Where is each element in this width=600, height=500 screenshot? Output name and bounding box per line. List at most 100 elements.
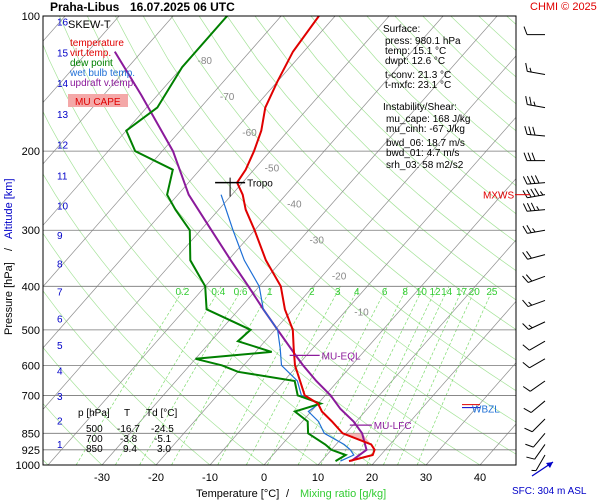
altitude-tick-label: 1 [57, 440, 63, 451]
legend-updraft: updraft v.temp. [70, 78, 136, 89]
legend-virt-temp: virt.temp. [70, 48, 111, 59]
x-tick-label: 20 [366, 472, 378, 484]
isotherm-label: -30 [309, 236, 324, 247]
tropopause-label: Tropo [247, 179, 273, 190]
isotherm-line [43, 16, 336, 349]
x-axis-label-sep: / [286, 488, 290, 500]
wind-barb-flag [522, 361, 530, 369]
isotherm-line [43, 16, 228, 226]
pressure-tick-label: 200 [22, 146, 40, 158]
wind-barb [522, 188, 546, 199]
wind-barb-flag [526, 456, 535, 460]
wind-barb-staff [527, 275, 546, 283]
isotherm-line [317, 239, 516, 465]
wind-barb [522, 340, 546, 351]
wind-barb-flag [525, 443, 534, 448]
wind-barb-flag [526, 251, 532, 259]
dry-adiabat [198, 16, 516, 331]
wind-barb-flag [526, 189, 532, 198]
wind-barb-staff [527, 194, 546, 199]
wind-barb [522, 380, 546, 392]
wind-barb-flag [522, 176, 528, 185]
wind-barb-flag [522, 252, 529, 260]
mixing-ratio-line [366, 286, 450, 465]
mxws-label: MXWS [483, 191, 514, 202]
isotherm-line [101, 16, 498, 465]
table-cell: 500 [86, 424, 103, 435]
mixing-ratio-label: 8 [402, 287, 408, 298]
wind-barb-flag [526, 225, 532, 233]
table-header-p: p [hPa] [78, 408, 110, 419]
credit-label: CHMI © 2025 [530, 1, 597, 13]
wind-barb [524, 126, 546, 137]
wind-barb-flag [526, 175, 532, 185]
wind-barb [523, 26, 545, 36]
x-axis-label-mix: Mixing ratio [g/kg] [300, 488, 386, 500]
isotherm-line [209, 116, 516, 465]
mu-eql-label: MU-EQL [322, 351, 361, 362]
parcel-trace [113, 51, 368, 462]
wind-barb [522, 225, 546, 234]
mixing-ratio-label: 12 [429, 287, 441, 298]
wind-barb-flag [522, 344, 530, 351]
wind-barb-flag [530, 175, 536, 184]
mixing-ratio-label: 10 [416, 287, 428, 298]
mixing-ratio-line [266, 286, 360, 465]
legend-temperature: temperature [70, 38, 124, 49]
isotherm-line [43, 16, 174, 165]
dry-adiabat [114, 16, 516, 423]
isotherm-line [47, 16, 444, 465]
table-cell: -3.8 [120, 434, 138, 445]
wind-barb-staff [531, 418, 546, 433]
wind-barb [525, 62, 546, 76]
wind-barbs [522, 26, 554, 477]
wind-barb-flag [528, 126, 532, 135]
x-tick-label: -20 [148, 472, 164, 484]
axis-layer: -30 -20 -10 0 10 20 30 401002003004005006007008… [16, 11, 498, 484]
altitude-tick-label: 11 [57, 171, 68, 182]
wind-barb-flag [527, 152, 532, 161]
wind-barb [523, 152, 545, 162]
wind-barb-flag [523, 26, 528, 35]
wind-barb-flag [525, 96, 528, 105]
mu-cape-value: mu_cape: 168 J/kg [386, 114, 471, 125]
x-tick-label: 10 [312, 472, 324, 484]
pressure-tick-label: 400 [22, 281, 40, 293]
isotherm-label: -20 [332, 271, 347, 282]
isotherm-line [0, 16, 11, 465]
mu-lfc-label: MU-LFC [374, 421, 412, 432]
wind-barb-flag [534, 188, 540, 196]
altitude-tick-label: 10 [57, 202, 69, 213]
mixing-ratio-line [416, 286, 495, 465]
wind-barb-half [539, 191, 544, 196]
mixing-ratio-line [397, 286, 477, 465]
wind-barb [525, 432, 546, 448]
wind-barb-staff [530, 400, 546, 413]
altitude-tick-label: 14 [57, 79, 69, 90]
isotherm-line [263, 178, 516, 465]
wind-barb [522, 299, 546, 308]
altitude-tick-label: 2 [57, 416, 63, 427]
wind-barb-flag [522, 299, 529, 307]
profile-layer [113, 16, 376, 463]
wind-barb [522, 202, 546, 212]
altitude-tick-label: 7 [57, 287, 63, 298]
table-cell: 700 [86, 434, 103, 445]
instability-title: Instability/Shear: [383, 102, 457, 113]
table-cell: 3.0 [157, 444, 171, 455]
dry-adiabat [170, 16, 516, 361]
legend-mu-cape: MU CAPE [75, 97, 121, 108]
wind-barb-staff [533, 432, 546, 448]
altitude-tick-label: 15 [57, 48, 69, 59]
surface-dwpt: dwpt: 12.6 °C [385, 56, 445, 67]
dry-adiabat [450, 16, 516, 78]
isotherm-line [371, 300, 516, 465]
dry-adiabat [142, 16, 516, 392]
wind-barb [526, 444, 546, 460]
wind-barb [523, 400, 546, 413]
isotherm-line [425, 362, 516, 465]
dry-adiabat [506, 16, 516, 25]
station-title: Praha-Libus [50, 0, 120, 14]
y-axis-label-altitude: Altitude [km] [3, 178, 15, 239]
